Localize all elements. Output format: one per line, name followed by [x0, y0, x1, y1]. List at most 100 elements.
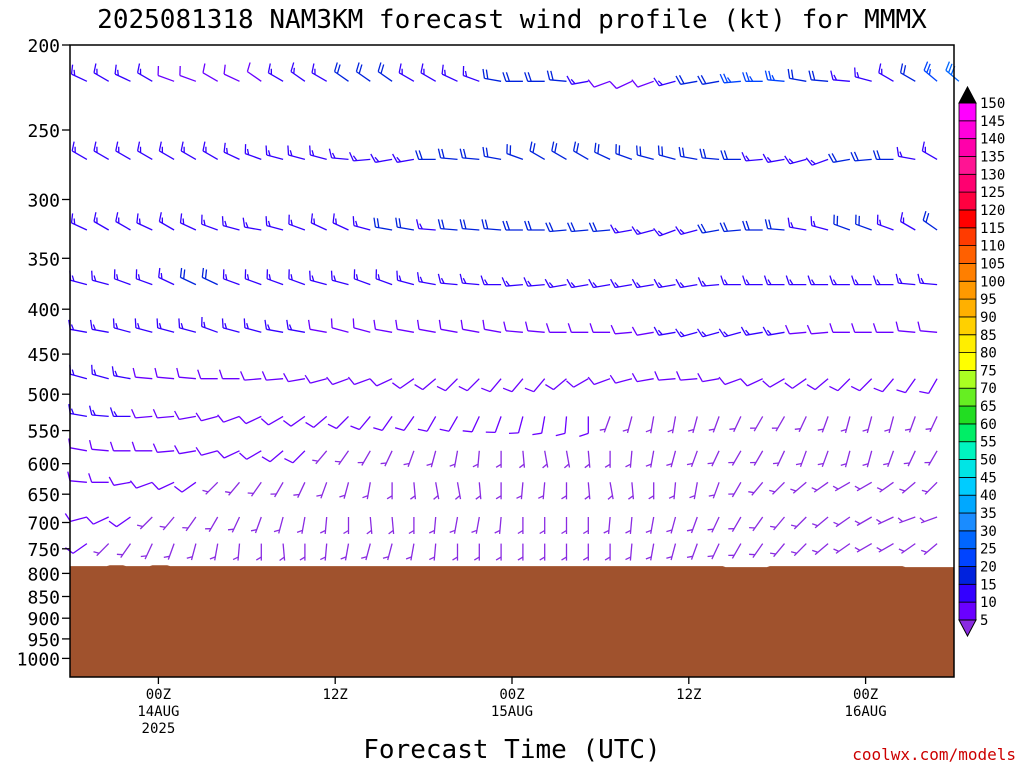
wind-barb — [924, 450, 938, 466]
barb-feather — [330, 318, 333, 328]
barb-feather — [261, 371, 267, 381]
barb-feather — [475, 495, 481, 500]
wind-barb — [195, 446, 218, 456]
barb-feather — [152, 408, 158, 419]
colorbar-label: 120 — [980, 203, 1005, 219]
barb-feather — [261, 456, 271, 463]
barb-feather — [418, 150, 423, 160]
barb-feather — [832, 485, 839, 490]
barb-feather — [879, 219, 882, 226]
wind-barb — [266, 269, 284, 286]
barb-feather — [178, 318, 181, 328]
barb-staff — [511, 378, 524, 393]
barb-feather — [114, 64, 117, 75]
barb-feather — [686, 529, 693, 532]
barb-feather — [304, 374, 311, 384]
wind-barb — [523, 277, 545, 287]
wind-barb — [506, 144, 524, 161]
barb-feather — [223, 64, 226, 75]
wind-barb — [546, 70, 567, 82]
barb-staff — [811, 331, 829, 335]
wind-barb — [895, 321, 916, 333]
wind-barb — [420, 63, 437, 82]
barb-feather — [895, 273, 900, 284]
wind-barb — [108, 476, 131, 486]
barb-staff — [517, 416, 524, 434]
barb-staff — [462, 157, 480, 161]
barb-feather — [320, 529, 326, 534]
wind-barb — [854, 67, 872, 82]
barb-feather — [156, 318, 159, 328]
wind-barb — [689, 482, 698, 500]
wind-barb — [896, 146, 916, 161]
barb-feather — [340, 556, 347, 560]
wind-barb — [750, 450, 764, 466]
barb-feather — [561, 529, 567, 535]
wind-barb — [179, 65, 197, 82]
barb-staff — [456, 482, 462, 500]
barb-staff — [769, 378, 785, 388]
wind-barb — [872, 150, 894, 161]
wind-barb — [833, 214, 851, 231]
barb-staff — [564, 416, 568, 434]
wind-barb — [878, 63, 894, 82]
barb-feather — [180, 323, 184, 329]
wind-barb — [286, 319, 306, 333]
wind-barb — [437, 148, 458, 161]
barb-feather — [720, 150, 725, 160]
barb-staff — [471, 416, 480, 433]
wind-barb — [524, 378, 546, 393]
barb-feather — [495, 495, 502, 500]
wind-barb — [763, 275, 785, 286]
barb-feather — [527, 280, 532, 287]
barb-feather — [920, 277, 925, 284]
barb-staff — [116, 516, 131, 528]
barb-feather — [396, 270, 399, 281]
y-tick-label: 1000 — [17, 649, 60, 670]
wind-barb — [609, 374, 633, 384]
barb-feather — [545, 222, 551, 232]
wind-barb — [615, 144, 633, 161]
barb-staff — [179, 450, 197, 455]
wind-barb — [217, 414, 240, 423]
wind-barb — [503, 321, 523, 333]
barb-feather — [136, 213, 139, 223]
barb-staff — [440, 157, 458, 161]
barb-feather — [700, 223, 707, 233]
wind-barb — [349, 151, 371, 162]
barb-feather — [227, 528, 234, 531]
wind-barb — [790, 516, 807, 530]
barb-feather — [831, 153, 838, 163]
barb-feather — [697, 277, 703, 287]
barb-feather — [136, 524, 143, 528]
barb-feather — [851, 275, 856, 285]
wind-barb — [850, 151, 872, 162]
wind-barb — [896, 378, 916, 394]
wind-barb — [414, 378, 437, 391]
wind-barb — [312, 450, 328, 465]
wind-barb — [811, 516, 829, 529]
barb-feather — [544, 278, 551, 288]
barb-feather — [524, 387, 535, 393]
wind-barb — [697, 277, 720, 287]
wind-barb — [362, 482, 371, 500]
colorbar-label: 25 — [980, 542, 997, 558]
wind-barb — [232, 543, 241, 561]
barb-staff — [636, 331, 654, 336]
barb-feather — [921, 141, 925, 152]
barb-feather — [462, 430, 473, 433]
barb-feather — [267, 63, 271, 73]
wind-barb — [201, 214, 218, 231]
barb-feather — [610, 324, 616, 335]
wind-barb — [697, 223, 720, 234]
barb-feather — [840, 428, 847, 432]
wind-barb — [897, 516, 916, 524]
barb-feather — [71, 275, 75, 282]
wind-barb — [330, 270, 349, 286]
barb-feather — [707, 555, 714, 558]
barb-staff — [489, 378, 502, 393]
barb-staff — [72, 543, 88, 554]
wind-barb — [851, 275, 872, 286]
wind-barb — [284, 450, 306, 464]
wind-barb — [588, 278, 611, 289]
